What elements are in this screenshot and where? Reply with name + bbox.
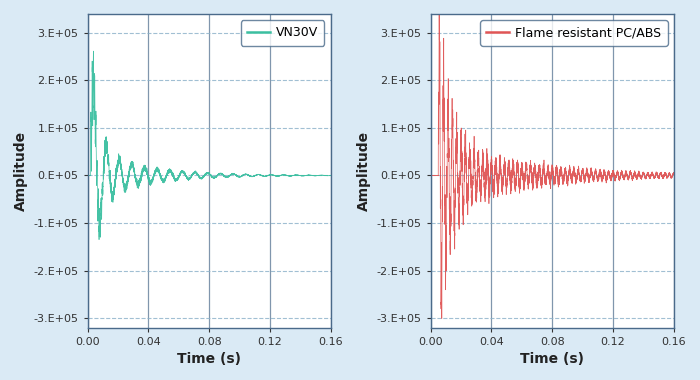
Y-axis label: Amplitude: Amplitude: [14, 131, 28, 211]
Legend: VN30V: VN30V: [241, 20, 325, 46]
X-axis label: Time (s): Time (s): [177, 352, 241, 366]
X-axis label: Time (s): Time (s): [520, 352, 584, 366]
Y-axis label: Amplitude: Amplitude: [357, 131, 371, 211]
Legend: Flame resistant PC/ABS: Flame resistant PC/ABS: [480, 20, 668, 46]
